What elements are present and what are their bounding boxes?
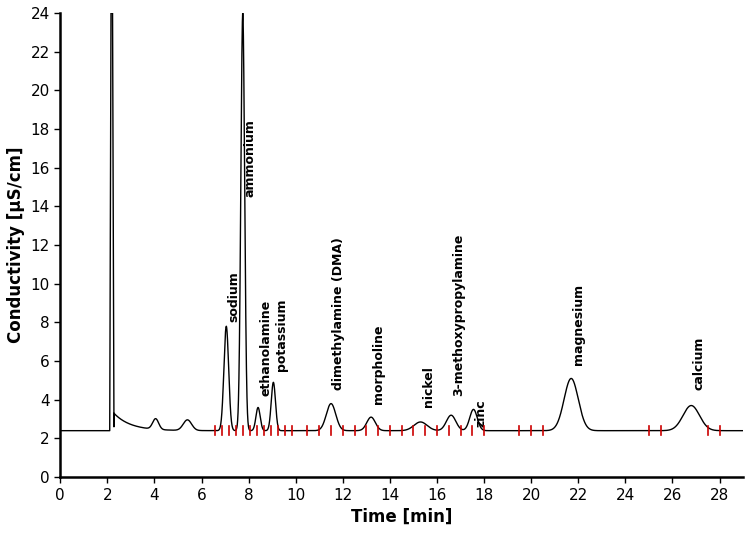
- Text: magnesium: magnesium: [572, 284, 585, 365]
- Text: 3-methoxypropylamine: 3-methoxypropylamine: [452, 233, 465, 396]
- Y-axis label: Conductivity [μS/cm]: Conductivity [μS/cm]: [7, 147, 25, 343]
- Text: dimethylamine (DMA): dimethylamine (DMA): [332, 237, 345, 390]
- Text: nickel: nickel: [422, 367, 435, 407]
- Text: ammonium: ammonium: [244, 119, 257, 197]
- Text: ethanolamine: ethanolamine: [260, 300, 272, 396]
- Text: calcium: calcium: [692, 337, 706, 390]
- Text: zinc: zinc: [475, 399, 488, 427]
- X-axis label: Time [min]: Time [min]: [351, 508, 452, 526]
- Text: sodium: sodium: [227, 272, 241, 322]
- Text: potassium: potassium: [274, 298, 287, 371]
- Text: morpholine: morpholine: [372, 324, 386, 403]
